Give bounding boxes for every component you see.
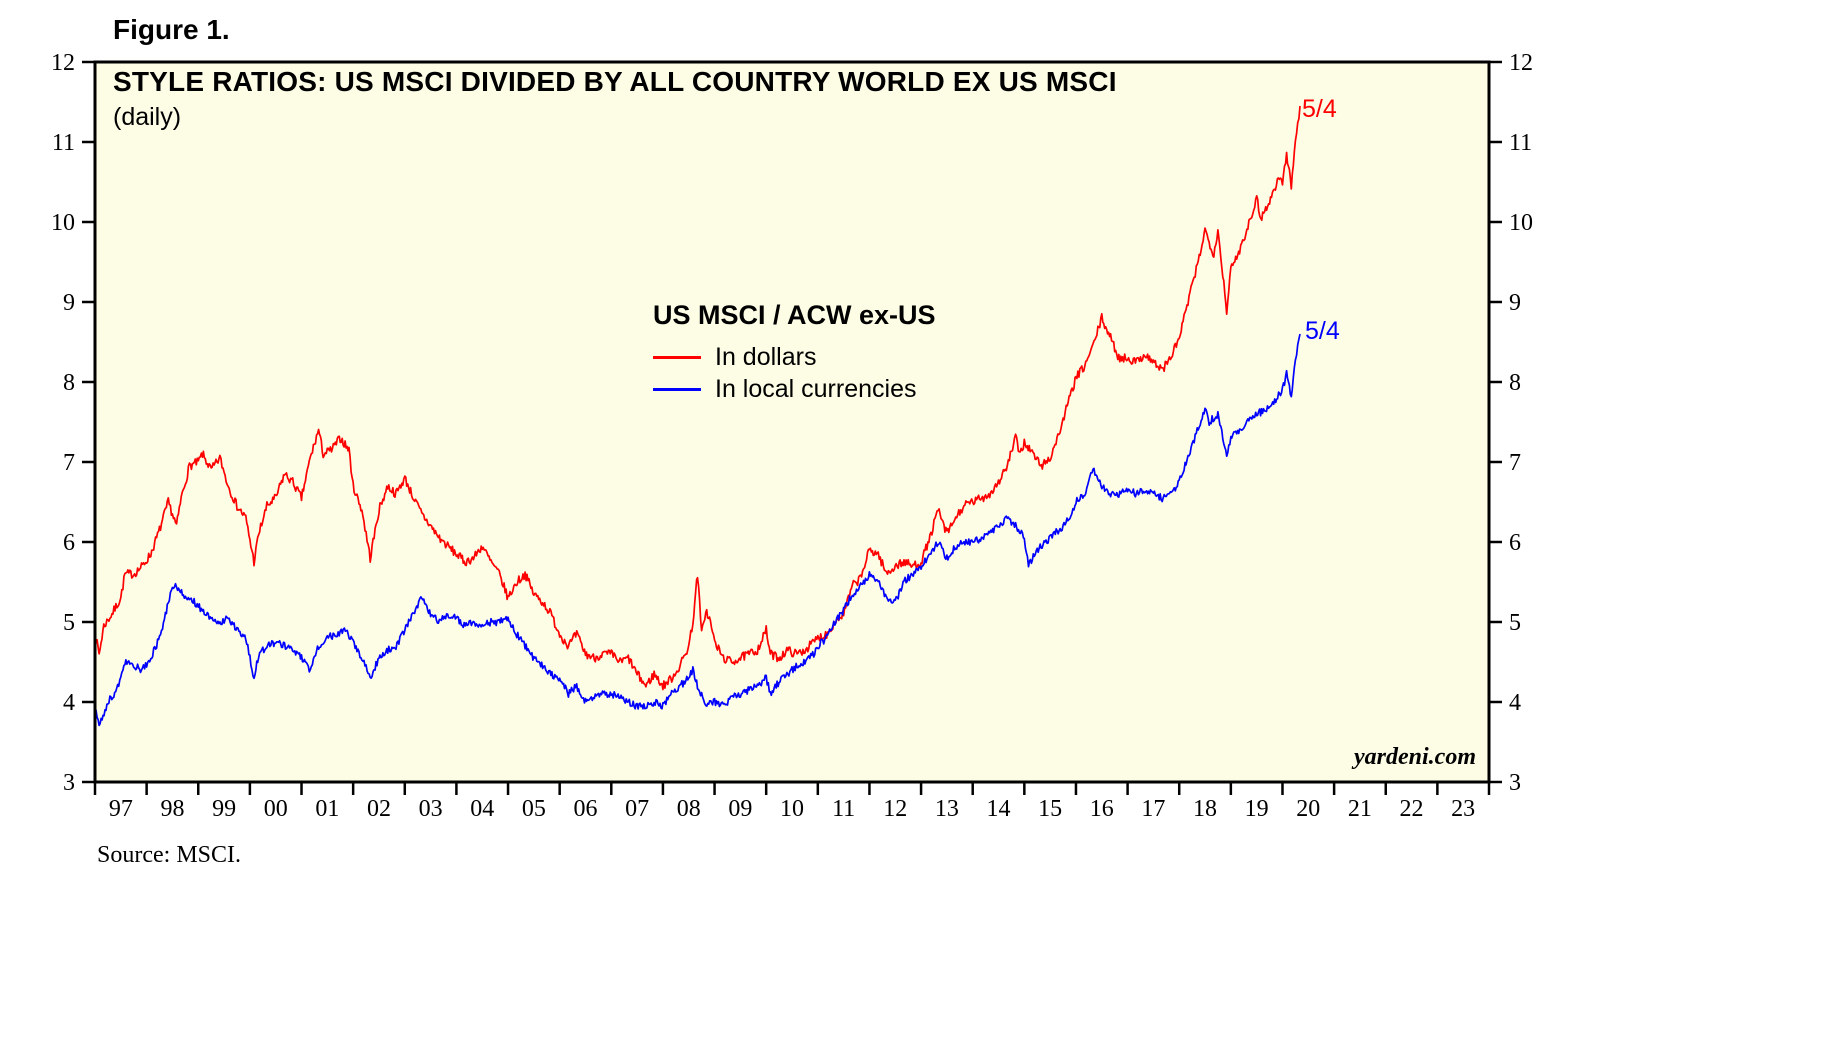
x-tick-label: 19	[1245, 796, 1269, 822]
y-tick-label-left: 12	[51, 50, 75, 76]
y-tick-label-left: 10	[51, 210, 75, 236]
x-tick-label: 02	[367, 796, 391, 822]
x-tick-label: 01	[315, 796, 339, 822]
x-tick-label: 12	[883, 796, 907, 822]
red-line-swatch	[653, 355, 701, 359]
series-line-local	[94, 333, 1301, 727]
source-note: Source: MSCI.	[97, 842, 241, 868]
y-tick-label-right: 7	[1509, 450, 1521, 476]
legend-label-local: In local currencies	[715, 374, 917, 403]
legend: US MSCI / ACW ex-US In dollars In local …	[653, 300, 936, 405]
y-tick-label-left: 11	[52, 130, 75, 156]
x-tick-label: 03	[419, 796, 443, 822]
legend-item-local: In local currencies	[653, 373, 936, 405]
x-tick-label: 17	[1141, 796, 1165, 822]
x-tick-label: 99	[212, 796, 236, 822]
x-tick-label: 08	[677, 796, 701, 822]
series-end-label-dollars: 5/4	[1302, 95, 1337, 123]
x-tick-label: 05	[522, 796, 546, 822]
x-tick-label: 06	[573, 796, 597, 822]
x-tick-label: 15	[1038, 796, 1062, 822]
x-tick-label: 23	[1451, 796, 1475, 822]
x-tick-label: 11	[832, 796, 855, 822]
series-line-dollars	[94, 105, 1301, 691]
y-tick-label-left: 5	[63, 610, 75, 636]
x-tick-label: 97	[109, 796, 133, 822]
y-tick-label-right: 3	[1509, 770, 1521, 796]
y-tick-label-right: 6	[1509, 530, 1521, 556]
x-tick-label: 20	[1296, 796, 1320, 822]
x-tick-label: 13	[935, 796, 959, 822]
y-tick-label-left: 9	[63, 290, 75, 316]
plot-background	[95, 62, 1489, 782]
figure-label: Figure 1.	[113, 14, 230, 45]
x-tick-label: 14	[987, 796, 1011, 822]
x-tick-label: 21	[1348, 796, 1372, 822]
x-tick-label: 22	[1400, 796, 1424, 822]
legend-item-dollars: In dollars	[653, 341, 936, 373]
x-tick-label: 04	[470, 796, 494, 822]
y-tick-label-right: 10	[1509, 210, 1533, 236]
x-tick-label: 16	[1090, 796, 1114, 822]
x-tick-label: 07	[625, 796, 649, 822]
x-tick-label: 09	[728, 796, 752, 822]
x-tick-label: 18	[1193, 796, 1217, 822]
x-tick-label: 00	[264, 796, 288, 822]
chart-title: STYLE RATIOS: US MSCI DIVIDED BY ALL COU…	[113, 66, 1117, 97]
y-tick-label-right: 11	[1509, 130, 1532, 156]
series-end-label-local: 5/4	[1305, 317, 1340, 345]
y-tick-label-left: 3	[63, 770, 75, 796]
watermark: yardeni.com	[1354, 744, 1476, 770]
legend-label-dollars: In dollars	[715, 342, 817, 371]
chart-subtitle: (daily)	[113, 103, 182, 131]
y-tick-label-right: 9	[1509, 290, 1521, 316]
blue-line-swatch	[653, 387, 701, 391]
y-tick-label-right: 12	[1509, 50, 1533, 76]
legend-title: US MSCI / ACW ex-US	[653, 300, 936, 330]
y-tick-label-left: 6	[63, 530, 75, 556]
y-tick-label-left: 7	[63, 450, 75, 476]
y-tick-label-right: 4	[1509, 690, 1521, 716]
x-tick-label: 98	[160, 796, 184, 822]
x-tick-label: 10	[780, 796, 804, 822]
y-tick-label-left: 8	[63, 370, 75, 396]
plot-border	[93, 60, 1491, 784]
y-tick-label-left: 4	[63, 690, 75, 716]
y-tick-label-right: 5	[1509, 610, 1521, 636]
y-tick-label-right: 8	[1509, 370, 1521, 396]
